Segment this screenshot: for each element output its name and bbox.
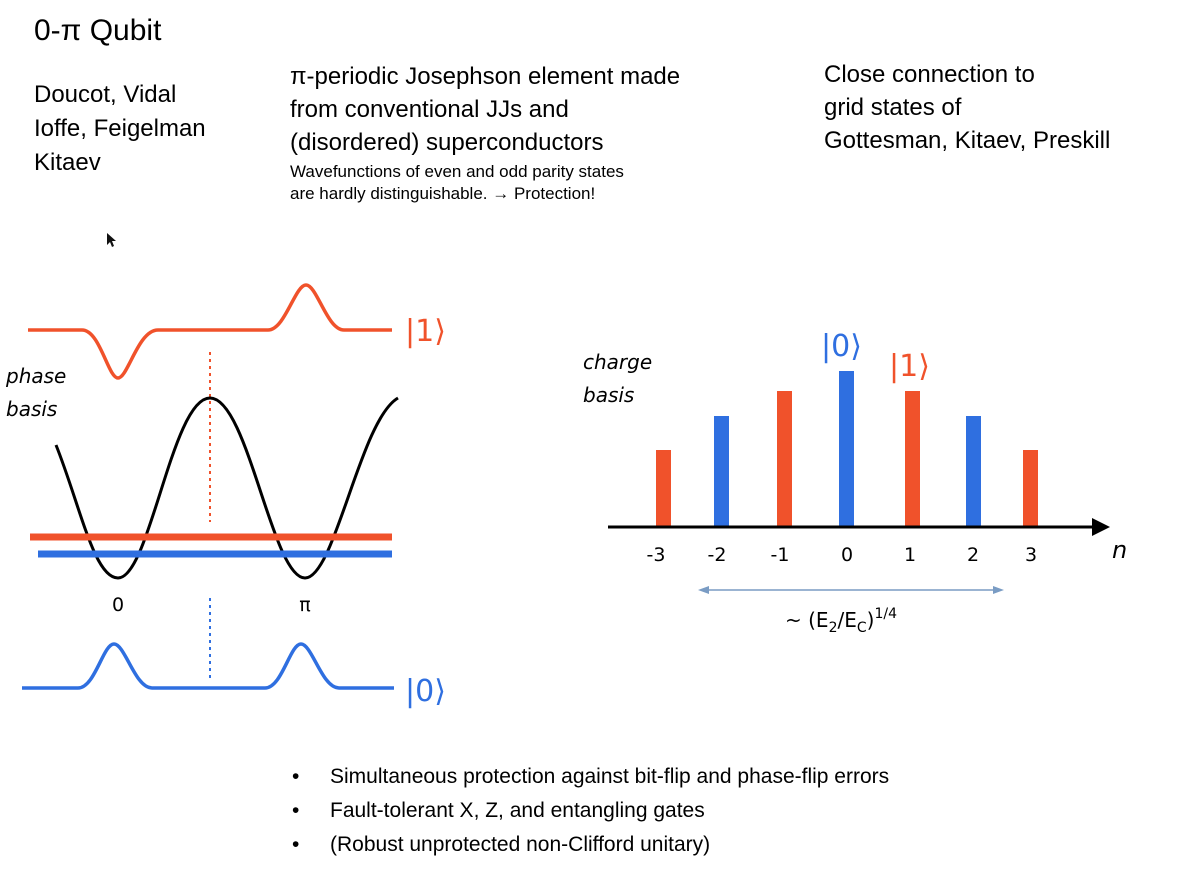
list-item: • Simultaneous protection against bit-fli…: [292, 765, 890, 788]
authors-line: Doucot, Vidal: [34, 81, 177, 108]
charge-tick-label: 3: [1025, 544, 1037, 566]
width-scaling-label: ~ (E2/EC)1/4: [785, 606, 897, 636]
list-item: • (Robust unprotected non-Clifford unitar…: [292, 833, 711, 856]
description-note: Wavefunctions of even and odd parity sta…: [290, 161, 680, 205]
charge-basis-label: basis: [583, 383, 634, 407]
mouse-cursor-icon: [107, 233, 116, 247]
description-line: from conventional JJs and: [290, 96, 569, 123]
phase-basis-diagram: phase basis |1⟩ |0⟩ 0 π: [5, 283, 446, 709]
description-line: π-periodic Josephson element made: [290, 63, 681, 90]
list-item: • Fault-tolerant X, Z, and entangling gat…: [292, 799, 705, 822]
charge-tick-label: 0: [841, 544, 853, 566]
feature-list: • Simultaneous protection against bit-fli…: [292, 760, 889, 862]
connection-line: Gottesman, Kitaev, Preskill: [824, 127, 1111, 154]
axis-arrowhead-icon: [1092, 518, 1110, 536]
charge-bar-1: [905, 391, 920, 527]
connection-line: Close connection to: [824, 61, 1035, 88]
page-title: 0-π Qubit: [34, 14, 162, 47]
charge-basis-diagram: charge basis |0⟩ |1⟩ n -3 -2 -1 0 1 2 3 …: [583, 329, 1127, 636]
charge-tick-label: 2: [967, 544, 979, 566]
authors-line: Kitaev: [34, 149, 101, 176]
charge-bar-3: [1023, 450, 1038, 527]
authors-block: Doucot, Vidal Ioffe, Feigelman Kitaev: [34, 78, 206, 180]
charge-axis-label: n: [1112, 536, 1127, 564]
charge-tick-label: -3: [647, 544, 666, 566]
charge-bar-minus-3: [656, 450, 671, 527]
connection-line: grid states of: [824, 94, 962, 121]
phase-tick-label: π: [299, 594, 310, 616]
phase-basis-label: phase: [5, 364, 66, 388]
charge-tick-label: 1: [904, 544, 916, 566]
phase-basis-label: basis: [6, 397, 57, 421]
state-zero-wavefunction: [22, 642, 394, 690]
arrow-right-icon: [993, 586, 1004, 594]
charge-tick-label: -2: [708, 544, 727, 566]
connection-block: Close connection to grid states of Gotte…: [824, 58, 1110, 157]
charge-ket-one-label: |1⟩: [889, 349, 930, 384]
state-one-wavefunction: [28, 283, 392, 380]
charge-bar-minus-2: [714, 416, 729, 527]
charge-bar-0: [839, 371, 854, 527]
width-arrow: [698, 586, 1004, 594]
phase-tick-label: 0: [112, 594, 124, 616]
charge-bar-2: [966, 416, 981, 527]
charge-ket-zero-label: |0⟩: [821, 329, 862, 364]
description-note-line: are hardly distinguishable. → Protection…: [290, 184, 596, 203]
charge-bar-minus-1: [777, 391, 792, 527]
charge-tick-label: -1: [771, 544, 790, 566]
ket-zero-label: |0⟩: [405, 674, 446, 709]
description-note-line: Wavefunctions of even and odd parity sta…: [290, 162, 624, 181]
ket-one-label: |1⟩: [405, 314, 446, 349]
description-block: π-periodic Josephson element made from c…: [290, 60, 680, 205]
authors-line: Ioffe, Feigelman: [34, 115, 206, 142]
charge-basis-label: charge: [583, 350, 652, 374]
charge-bars: [656, 371, 1038, 527]
arrow-left-icon: [698, 586, 709, 594]
description-line: (disordered) superconductors: [290, 129, 604, 156]
